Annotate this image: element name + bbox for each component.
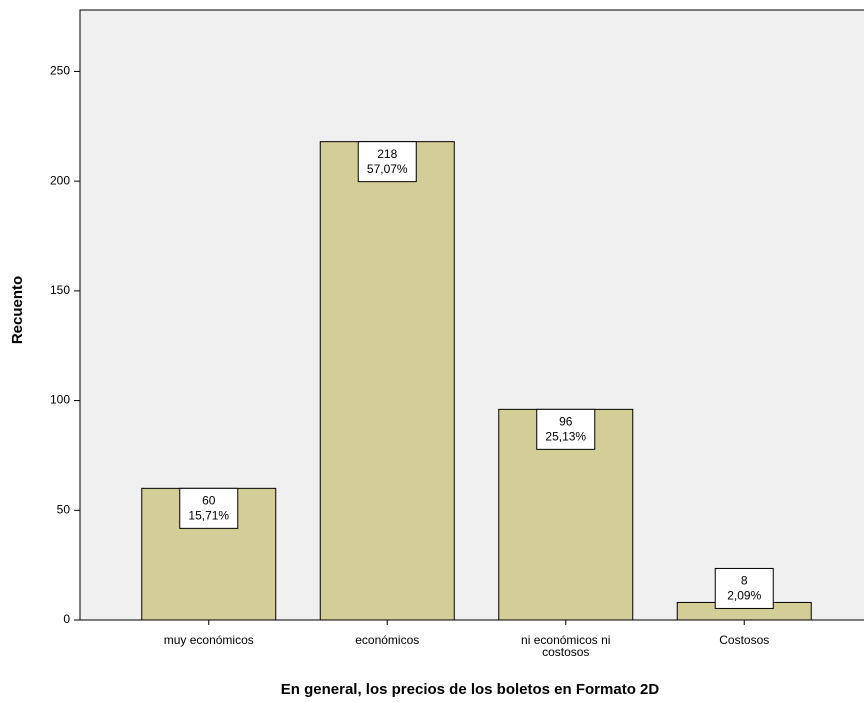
- y-axis-label: Recuento: [9, 276, 26, 344]
- x-tick-label-box: económicos: [355, 634, 420, 647]
- x-tick-label: Costosos: [719, 634, 770, 647]
- data-label-box: [179, 487, 239, 529]
- data-label: 218: [377, 147, 397, 161]
- y-tick-label: 150: [50, 283, 70, 297]
- x-tick-label-box: Costosos: [719, 634, 770, 647]
- x-tick-label: ni económicos ni costosos: [521, 634, 611, 659]
- percent-label: 25,13%: [545, 430, 586, 444]
- y-tick-label: 50: [57, 502, 71, 516]
- percent-label: 2,09%: [727, 589, 761, 603]
- y-tick-label: 100: [50, 393, 70, 407]
- x-axis-label: En general, los precios de los boletos e…: [281, 681, 660, 698]
- data-label: 8: [741, 574, 748, 588]
- x-tick-label-box: ni económicos ni costosos: [521, 634, 611, 659]
- bar: [319, 141, 455, 621]
- x-tick-label: muy económicos: [163, 634, 254, 647]
- data-label-box: [536, 408, 596, 450]
- data-label-box: [357, 141, 417, 183]
- percent-label: 15,71%: [188, 509, 229, 523]
- data-label: 96: [559, 415, 573, 429]
- data-label-box: [714, 567, 774, 609]
- x-tick-label: económicos: [355, 634, 420, 647]
- x-tick-label-box: muy económicos: [163, 634, 254, 647]
- data-label: 60: [202, 494, 216, 508]
- y-tick-label: 250: [50, 64, 70, 78]
- percent-label: 57,07%: [367, 162, 408, 176]
- y-tick-label: 0: [63, 612, 70, 626]
- y-tick-label: 200: [50, 173, 70, 187]
